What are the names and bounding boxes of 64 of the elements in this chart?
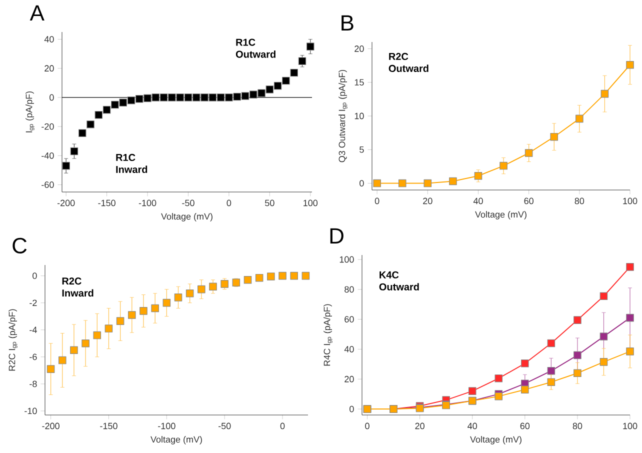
x-axis-title: Voltage (mV) xyxy=(161,213,212,222)
y-tick-label: 20 xyxy=(44,65,54,72)
x-tick-label: -50 xyxy=(218,422,231,430)
y-tick-label: -60 xyxy=(42,182,54,188)
y-tick-label: 0 xyxy=(50,94,54,101)
annotation: R1C Outward xyxy=(236,38,276,58)
y-tick-label: 0 xyxy=(32,272,37,279)
annotation: R2C Outward xyxy=(388,52,428,72)
y-tick-label: 40 xyxy=(44,36,54,42)
x-tick-label: 40 xyxy=(468,422,478,430)
x-tick-label: -100 xyxy=(138,200,156,206)
y-tick-label: 0 xyxy=(350,406,354,412)
y-tick-label: 0 xyxy=(360,180,364,186)
y-tick-label: 10 xyxy=(354,112,364,120)
y-tick-label: 100 xyxy=(340,256,354,263)
y-tick-label: 20 xyxy=(354,46,364,52)
y-tick-label: 40 xyxy=(344,346,354,352)
x-tick-label: 20 xyxy=(415,422,424,430)
annotation: R2C Inward xyxy=(62,278,94,297)
y-tick-label: 15 xyxy=(354,79,364,86)
y-tick-label: -40 xyxy=(42,152,54,159)
x-tick-label: -50 xyxy=(182,200,194,206)
chart-title: A xyxy=(30,5,44,20)
x-tick-label: 100 xyxy=(623,422,638,430)
x-tick-label: 40 xyxy=(473,198,483,204)
x-axis-title: Voltage (mV) xyxy=(150,436,202,444)
y-axis-title: R2C I$_{gp}$ (pA/pF) xyxy=(8,309,18,371)
y-tick-label: -20 xyxy=(42,123,54,130)
x-tick-label: 50 xyxy=(265,200,274,206)
x-tick-label: 60 xyxy=(524,198,534,204)
x-tick-label: -150 xyxy=(98,200,116,206)
x-tick-label: 80 xyxy=(574,198,584,204)
chart-title: D xyxy=(330,228,344,244)
x-axis-title: Voltage (mV) xyxy=(470,436,522,444)
annotation: R1C Inward xyxy=(116,154,148,174)
y-tick-label: -4 xyxy=(30,326,37,333)
chart-title: C xyxy=(12,238,27,254)
y-axis-title: I$_{gp}$ (pA/pF) xyxy=(26,91,34,132)
chart-title: B xyxy=(342,15,354,30)
y-tick-label: 60 xyxy=(344,316,354,322)
x-tick-label: 80 xyxy=(572,422,582,430)
x-tick-label: 60 xyxy=(520,422,530,430)
y-tick-label: 80 xyxy=(344,286,354,293)
x-tick-label: -100 xyxy=(158,422,176,430)
y-tick-label: 20 xyxy=(344,376,354,382)
y-axis-title: R4C I$_{gp}$ (pA/pF) xyxy=(324,304,332,366)
y-tick-label: 5 xyxy=(360,146,364,153)
y-tick-label: -10 xyxy=(24,408,37,414)
y-tick-label: -6 xyxy=(30,354,37,360)
x-tick-label: 0 xyxy=(226,200,232,206)
x-tick-label: 20 xyxy=(423,198,432,204)
x-tick-label: 0 xyxy=(374,198,380,204)
x-tick-label: -200 xyxy=(57,200,75,206)
x-tick-label: 0 xyxy=(365,422,370,430)
y-tick-label: -8 xyxy=(30,380,37,388)
y-axis-title: Q3 Outward I$_{gp}$ (pA/pF) xyxy=(338,70,348,162)
y-tick-label: -2 xyxy=(30,300,37,306)
x-tick-label: 0 xyxy=(280,422,285,430)
x-tick-label: -150 xyxy=(100,422,118,430)
x-tick-label: 100 xyxy=(304,200,318,206)
annotation: K4C Outward xyxy=(379,271,419,290)
x-axis-title: Voltage (mV) xyxy=(475,211,526,220)
x-tick-label: -200 xyxy=(42,422,60,430)
x-tick-label: 100 xyxy=(623,198,638,204)
